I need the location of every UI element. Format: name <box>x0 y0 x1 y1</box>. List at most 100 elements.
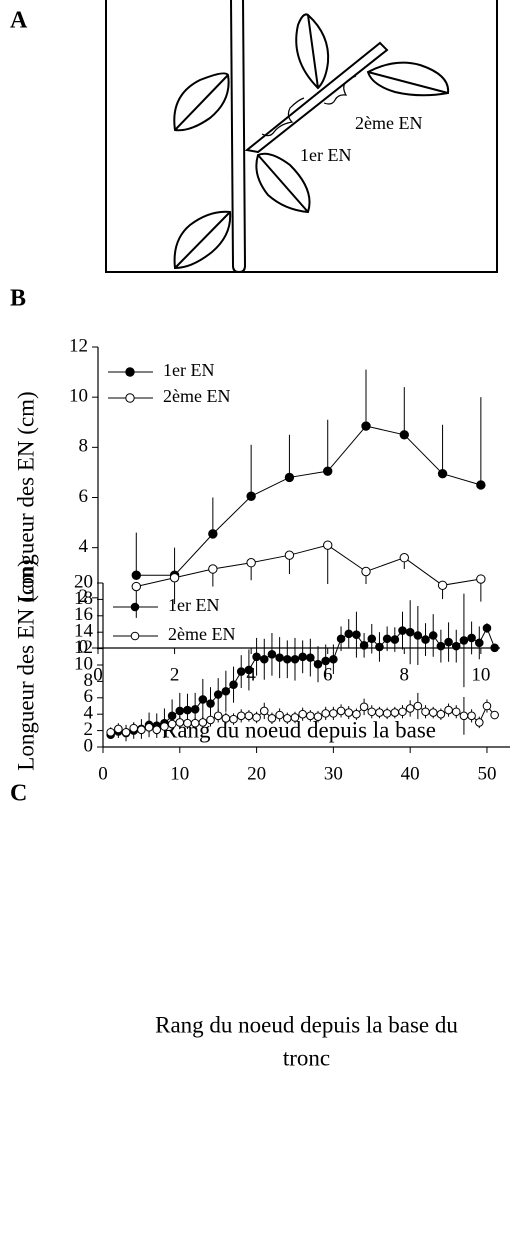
marker <box>169 573 180 583</box>
x-tick-label: 2 <box>170 664 180 685</box>
y-tick-label: 4 <box>84 703 94 724</box>
marker <box>267 650 277 659</box>
marker <box>229 680 238 689</box>
marker <box>367 634 377 644</box>
y-tick-label: 10 <box>69 386 88 407</box>
marker <box>106 727 115 737</box>
marker <box>336 706 346 716</box>
marker <box>208 564 218 574</box>
marker <box>444 705 453 715</box>
marker <box>399 553 409 563</box>
annotation: 1er EN <box>300 145 351 165</box>
legend-label: 1er EN <box>168 595 219 615</box>
marker <box>313 659 323 669</box>
x-tick-label: 0 <box>98 763 108 784</box>
marker <box>259 706 269 716</box>
marker <box>213 711 223 721</box>
marker <box>321 656 330 666</box>
marker <box>129 723 139 733</box>
marker <box>283 654 292 664</box>
marker <box>221 714 231 723</box>
y-tick-label: 8 <box>84 670 94 691</box>
brace-2 <box>323 75 357 105</box>
y-tick-label: 0 <box>79 636 89 657</box>
marker <box>313 712 323 721</box>
marker <box>352 709 361 719</box>
marker <box>206 699 215 708</box>
marker <box>421 635 430 644</box>
marker <box>444 637 453 647</box>
marker <box>175 706 185 716</box>
stem <box>230 0 247 274</box>
y-tick-label: 18 <box>74 588 93 609</box>
legend-label: 2ème EN <box>163 386 230 406</box>
marker <box>361 421 371 431</box>
y-tick-label: 4 <box>79 536 89 557</box>
y-tick-label: 10 <box>74 653 93 674</box>
marker <box>306 711 315 721</box>
marker <box>413 631 423 640</box>
marker <box>183 718 192 728</box>
marker <box>221 686 231 696</box>
marker <box>421 707 430 717</box>
annotation: 2ème EN <box>355 113 422 133</box>
x-axis-label: tronc <box>283 1045 330 1070</box>
marker <box>459 636 469 645</box>
marker <box>352 630 361 639</box>
marker <box>482 623 492 633</box>
x-tick-label: 10 <box>170 763 189 784</box>
marker <box>267 714 277 723</box>
x-tick-label: 10 <box>471 664 490 685</box>
marker <box>283 714 292 723</box>
leaf <box>173 210 232 270</box>
marker <box>167 719 177 729</box>
marker <box>252 652 261 662</box>
marker <box>244 665 254 675</box>
x-tick-label: 50 <box>477 763 496 784</box>
marker <box>252 713 261 722</box>
marker <box>275 653 284 662</box>
marker <box>152 725 162 735</box>
y-axis-label: Longueur des EN (cm) <box>13 391 38 602</box>
legend-marker <box>125 367 135 377</box>
marker <box>208 529 218 539</box>
marker <box>298 709 307 719</box>
marker <box>482 701 492 711</box>
x-axis-label: Rang du noeud depuis la base du <box>155 1012 458 1037</box>
marker <box>284 472 295 483</box>
marker <box>321 709 330 718</box>
x-tick-label: 6 <box>323 664 333 685</box>
marker <box>367 707 377 717</box>
marker <box>436 709 446 719</box>
marker <box>390 708 400 717</box>
marker <box>236 667 246 676</box>
marker <box>175 718 185 727</box>
marker <box>437 468 448 479</box>
marker <box>436 641 446 651</box>
x-tick-label: 30 <box>324 763 343 784</box>
marker <box>290 654 300 664</box>
marker <box>114 724 123 734</box>
leaf <box>366 61 450 97</box>
marker <box>329 709 338 718</box>
marker <box>236 711 246 721</box>
legend-marker <box>130 631 140 641</box>
y-tick-label: 16 <box>74 604 93 625</box>
marker <box>246 558 256 568</box>
marker <box>198 695 208 704</box>
marker <box>490 710 499 720</box>
y-axis-label: Longueur des EN (cm) <box>13 559 38 770</box>
legend-label: 2ème EN <box>168 624 235 644</box>
leaf <box>295 13 330 90</box>
marker <box>131 581 141 592</box>
y-tick-label: 8 <box>79 436 89 457</box>
marker <box>398 707 407 717</box>
marker <box>167 711 177 721</box>
marker <box>375 708 384 717</box>
marker <box>451 707 461 717</box>
x-tick-label: 0 <box>93 664 103 685</box>
marker <box>160 722 169 731</box>
leaf <box>173 72 230 132</box>
